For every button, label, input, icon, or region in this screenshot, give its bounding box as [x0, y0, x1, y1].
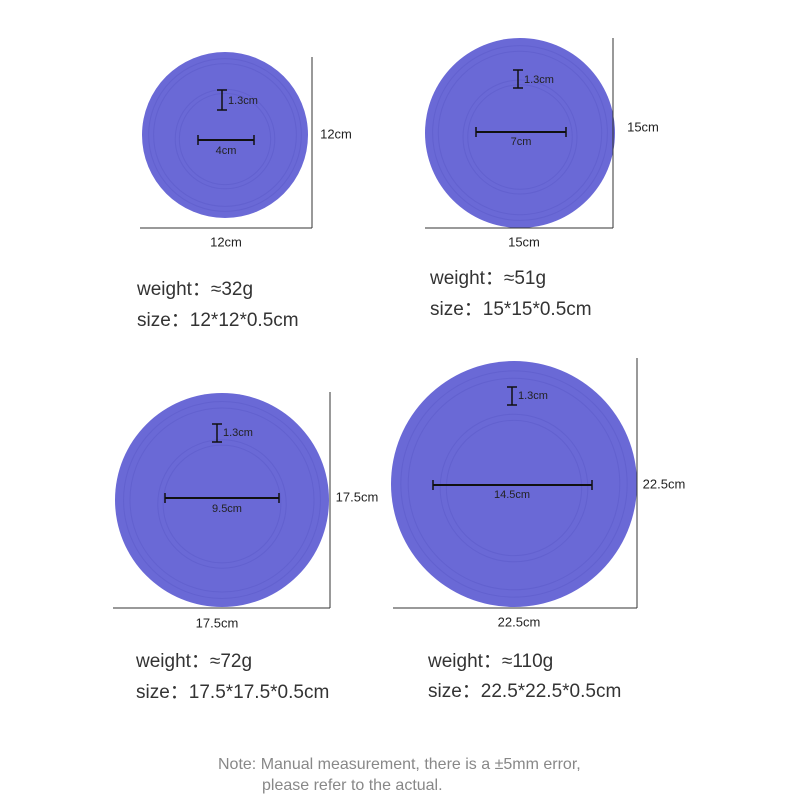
- pad-ring: [162, 444, 282, 564]
- pad-ring: [400, 370, 628, 598]
- ring-label: 1.3cm: [223, 427, 253, 439]
- pad-ring: [432, 45, 608, 221]
- pad: [115, 393, 329, 607]
- note-line: Note: Manual measurement, there is a ±5m…: [218, 756, 581, 773]
- size-spec: size：12*12*0.5cm: [137, 310, 299, 331]
- ring-label: 1.3cm: [228, 95, 258, 107]
- weight-spec: weight：≈51g: [429, 268, 546, 289]
- weight-spec: weight：≈32g: [136, 279, 253, 300]
- pad-ring: [123, 401, 321, 599]
- inner-label: 7cm: [511, 136, 532, 148]
- pad-ring: [148, 58, 302, 212]
- height-label: 22.5cm: [643, 476, 686, 491]
- weight-spec: weight：≈72g: [135, 651, 252, 672]
- note-line: please refer to the actual.: [262, 777, 443, 794]
- ring-label: 1.3cm: [524, 74, 554, 86]
- weight-spec: weight：≈110g: [427, 651, 553, 672]
- pad-ring: [445, 419, 583, 557]
- pad-ring: [462, 79, 578, 195]
- pad-ring: [129, 407, 315, 593]
- pad: [142, 52, 308, 218]
- inner-label: 9.5cm: [212, 503, 242, 515]
- pad-ring: [178, 92, 272, 186]
- height-label: 12cm: [320, 126, 352, 141]
- height-label: 15cm: [627, 119, 659, 134]
- width-label: 15cm: [508, 234, 540, 249]
- inner-label: 14.5cm: [494, 489, 530, 501]
- pad-ring: [439, 413, 589, 563]
- width-label: 12cm: [210, 234, 242, 249]
- height-label: 17.5cm: [336, 489, 379, 504]
- ring-label: 1.3cm: [518, 390, 548, 402]
- pad-ring: [157, 439, 287, 569]
- size-spec: size：15*15*0.5cm: [430, 299, 592, 320]
- width-label: 22.5cm: [498, 614, 541, 629]
- pad-ring: [174, 88, 276, 190]
- pad-ring: [407, 377, 621, 591]
- pad-ring: [153, 63, 297, 207]
- size-spec: size：22.5*22.5*0.5cm: [428, 681, 621, 702]
- pad-ring: [467, 84, 573, 190]
- width-label: 17.5cm: [196, 615, 239, 630]
- pad-ring: [437, 50, 603, 216]
- size-spec: size：17.5*17.5*0.5cm: [136, 682, 329, 703]
- inner-label: 4cm: [216, 145, 237, 157]
